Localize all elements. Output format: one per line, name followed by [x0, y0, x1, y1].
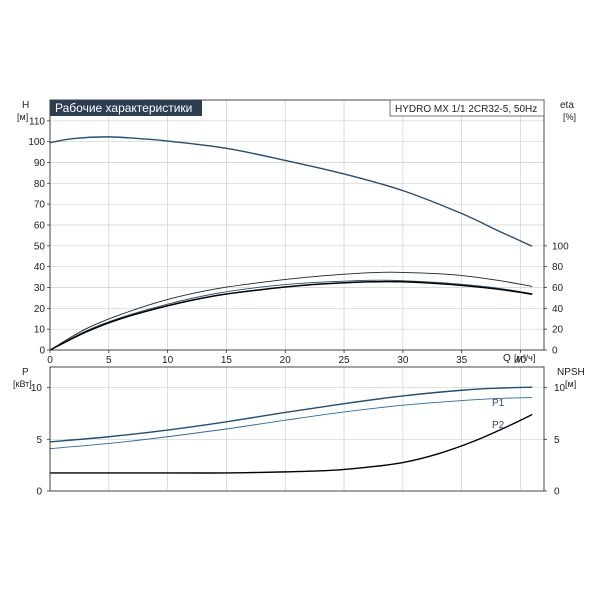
- x-tick-label: 35: [456, 355, 468, 366]
- y-tick-label-head: 50: [34, 241, 46, 252]
- y-tick-label-head: 80: [34, 179, 46, 190]
- y-tick-label-head: 70: [34, 200, 46, 211]
- y-tick-label-power: 0: [36, 487, 42, 498]
- y-tick-label-npsh: 0: [554, 487, 560, 498]
- y-tick-label-head: 10: [34, 325, 46, 336]
- y-axis-label-npsh: NPSH: [557, 367, 585, 378]
- x-tick-label: 25: [338, 355, 350, 366]
- y-tick-label-npsh: 10: [554, 383, 566, 394]
- bottom-axes: 0 5 10 0 5 10: [31, 366, 566, 498]
- x-axis-unit: [м³/ч]: [514, 353, 535, 363]
- curve-top-2: [49, 279, 533, 351]
- x-axis-label: Q: [503, 353, 511, 364]
- bottom-grid: [49, 367, 544, 492]
- model-label: HYDRO MX 1/1 2CR32-5, 50Hz: [395, 104, 537, 115]
- y-tick-label-head: 30: [34, 283, 46, 294]
- y-tick-label-head: 20: [34, 304, 46, 315]
- x-tick-label: 5: [106, 355, 112, 366]
- y-tick-label-head: 90: [34, 158, 46, 169]
- bottom-plot-frame: [49, 366, 545, 492]
- chart-title: Рабочие характеристики: [55, 101, 192, 115]
- y-tick-label-head: 0: [39, 346, 45, 357]
- curve-top-1: [49, 271, 533, 351]
- y-tick-label-eta: 20: [552, 325, 564, 336]
- y-tick-label-npsh: 5: [554, 435, 560, 446]
- y-tick-label-head: 60: [34, 221, 46, 232]
- top-axes: 0 10 20 30 40 50 60 70 80 90 100 110 0 20 40 60 80 100 0 5 1…: [28, 99, 569, 366]
- y-axis-label-power: P: [22, 367, 29, 378]
- curve-bottom-2: [49, 413, 533, 474]
- chart-title-box: [50, 100, 202, 116]
- curve-top-3: [49, 280, 533, 351]
- x-tick-label: 30: [397, 355, 409, 366]
- curve-bottom-0: [49, 386, 533, 443]
- y-tick-label-eta: 0: [552, 346, 558, 357]
- y-tick-label-power: 10: [31, 383, 43, 394]
- y-axis-label-head: H: [22, 100, 29, 111]
- top-curves: [49, 136, 533, 351]
- x-tick-label: 40: [515, 355, 527, 366]
- y-tick-label-eta: 80: [552, 262, 564, 273]
- y-tick-label-eta: 60: [552, 283, 564, 294]
- y-tick-label-power: 5: [36, 435, 42, 446]
- model-box: [389, 99, 545, 117]
- y-axis-unit-head: [м]: [17, 112, 28, 122]
- series-label-p2: P2: [492, 420, 505, 431]
- y-tick-label-head: 110: [29, 116, 45, 127]
- y-axis-unit-npsh: [м]: [565, 379, 576, 389]
- series-label-p1: P1: [492, 398, 505, 409]
- y-axis-label-eta: eta: [560, 100, 574, 111]
- x-tick-label: 0: [47, 355, 53, 366]
- x-tick-label: 15: [221, 355, 233, 366]
- x-tick-label: 20: [280, 355, 292, 366]
- y-axis-unit-power: [кВт]: [13, 379, 32, 389]
- curve-bottom-1: [49, 397, 533, 450]
- bottom-curves: [49, 386, 533, 474]
- y-axis-unit-eta: [%]: [563, 112, 576, 122]
- y-tick-label-head: 100: [28, 137, 45, 148]
- y-tick-label-eta: 40: [552, 304, 564, 315]
- y-tick-label-eta: 100: [552, 241, 569, 252]
- curve-top-0: [49, 136, 533, 247]
- y-tick-label-head: 40: [34, 262, 46, 273]
- x-tick-label: 10: [162, 355, 174, 366]
